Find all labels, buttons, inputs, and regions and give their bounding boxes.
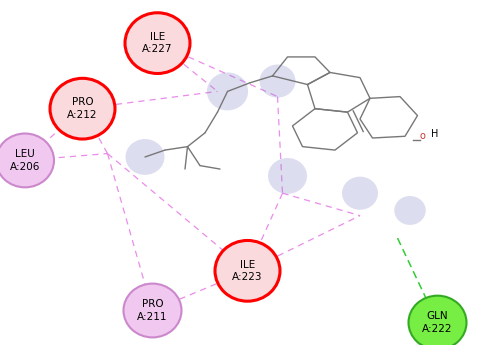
- Text: ILE
A:223: ILE A:223: [232, 260, 263, 282]
- Ellipse shape: [125, 13, 190, 73]
- Ellipse shape: [0, 134, 54, 187]
- Text: ILE
A:227: ILE A:227: [142, 32, 173, 54]
- Ellipse shape: [394, 196, 426, 225]
- Text: GLN
A:222: GLN A:222: [422, 312, 453, 334]
- Ellipse shape: [260, 65, 296, 98]
- Text: H: H: [432, 129, 439, 138]
- Text: o: o: [420, 131, 426, 141]
- Ellipse shape: [207, 72, 248, 110]
- Text: PRO
A:211: PRO A:211: [137, 299, 168, 322]
- Ellipse shape: [126, 139, 164, 175]
- Ellipse shape: [124, 284, 182, 337]
- Text: PRO
A:212: PRO A:212: [67, 98, 98, 120]
- Text: LEU
A:206: LEU A:206: [10, 149, 40, 171]
- Ellipse shape: [268, 158, 307, 194]
- Ellipse shape: [342, 177, 378, 210]
- Ellipse shape: [50, 78, 115, 139]
- Ellipse shape: [408, 296, 467, 345]
- Ellipse shape: [215, 240, 280, 301]
